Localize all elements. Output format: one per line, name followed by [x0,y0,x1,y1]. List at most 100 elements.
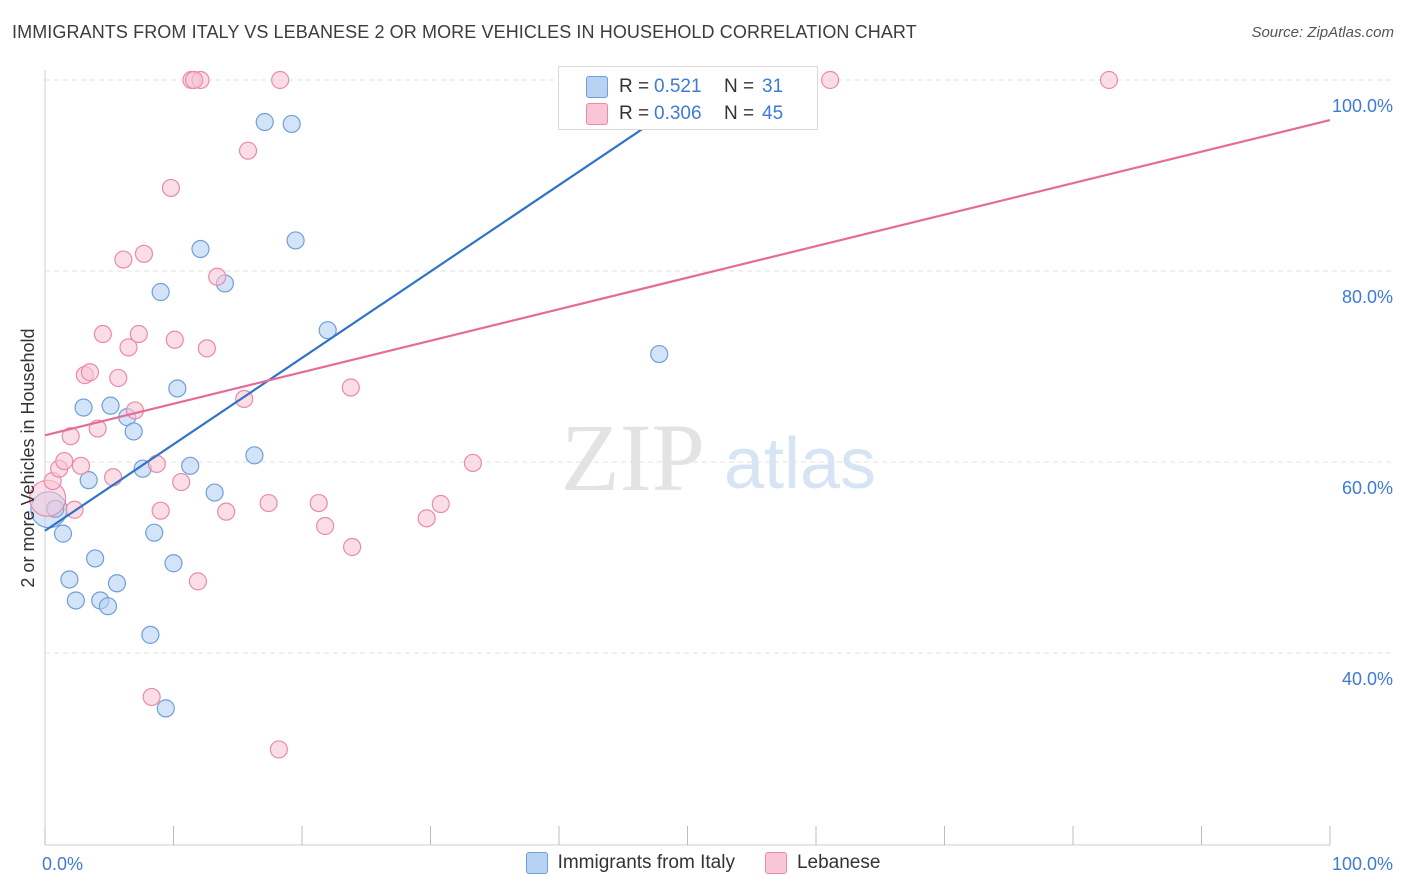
italy-point [282,114,301,134]
lebanese-point [217,502,236,521]
italy-point [286,231,305,250]
italy-point [168,379,187,398]
italy-point [98,597,118,616]
italy-point [107,574,127,593]
italy-point [60,570,79,589]
italy-point [650,344,669,364]
lebanese-point [151,501,170,520]
italy-point [86,549,105,568]
legend-swatch-italy [525,852,548,874]
legend-label-italy: Immigrants from Italy [557,852,735,873]
lebanese-point [309,493,328,513]
italy-n-label: N = [724,76,755,97]
lebanese-point [238,141,258,160]
source-label: Source: ZipAtlas.com [1251,24,1394,41]
lebanese-point [341,378,360,397]
italy-point [101,396,120,415]
lebanese-point [188,572,208,591]
legend-item-lebanese[interactable]: Lebanese [764,852,881,874]
italy-point [164,554,183,573]
lebanese-point [134,244,154,263]
x-tick-label: 0.0% [42,854,83,874]
chart-title: IMMIGRANTS FROM ITALY VS LEBANESE 2 OR M… [12,22,917,42]
lebanese-point [316,516,335,536]
lebanese-r-label: R = [619,103,650,124]
lebanese-point [114,250,133,269]
italy-point [124,422,143,441]
lebanese-swatch [586,103,608,125]
italy-point [145,523,164,542]
lebanese-point [431,494,450,514]
italy-point [66,591,85,610]
lebanese-point [55,451,74,471]
italy-point [255,112,274,132]
italy-point [181,456,200,475]
italy-n-value: 31 [762,76,784,97]
lebanese-n-value: 45 [762,103,784,124]
stats-row-lebanese: R = 0.306 N = 45 [559,101,783,127]
italy-point [53,524,73,543]
lebanese-point [172,472,191,492]
watermark: ZIP atlas [561,404,876,511]
y-tick-label: 40.0% [1342,669,1393,689]
lebanese-point [93,324,112,344]
italy-point [79,471,98,490]
italy-r-label: R = [619,76,650,97]
lebanese-trend-line [44,119,1331,437]
stats-legend: R = 0.521 N = 31 R = 0.306 N = 45 [558,66,818,130]
italy-r-value: 0.521 [654,76,702,97]
lebanese-point [61,427,80,446]
chart-legend: Immigrants from Italy Lebanese [0,852,1406,874]
y-tick-label: 80.0% [1342,287,1393,307]
watermark-zip: ZIP [561,404,705,511]
lebanese-point [343,537,362,557]
axes: 40.0% 60.0% 80.0% 100.0% 0.0% 100.0% [42,70,1393,874]
lebanese-point [125,401,145,420]
stats-row-italy: R = 0.521 N = 31 [559,74,783,100]
lebanese-point [142,687,161,707]
x-tick-label: 100.0% [1332,854,1393,874]
lebanese-point [119,338,138,357]
lebanese-point [71,456,91,475]
italy-point [318,321,337,340]
legend-item-italy[interactable]: Immigrants from Italy [525,852,735,874]
italy-point [151,282,170,302]
legend-swatch-lebanese [764,852,787,874]
lebanese-point [104,468,123,487]
lebanese-point [463,453,483,473]
lebanese-point [269,740,288,759]
lebanese-r-value: 0.306 [654,103,702,124]
legend-label-lebanese: Lebanese [796,852,881,873]
lebanese-point [259,493,278,513]
italy-point [74,398,93,417]
lebanese-point [197,339,217,358]
lebanese-point [184,70,204,90]
lebanese-point [165,330,184,349]
italy-point [156,699,175,718]
lebanese-point [821,70,840,90]
y-axis-label: 2 or more Vehicles in Household [18,328,38,587]
lebanese-point [161,178,181,198]
italy-point [205,483,224,502]
lebanese-n-label: N = [724,103,755,124]
lebanese-point [271,70,290,90]
italy-point [245,446,264,465]
lebanese-point [208,267,227,286]
lebanese-point [109,368,128,388]
grid-lines [45,79,1392,654]
watermark-atlas: atlas [724,424,876,504]
lebanese-point [417,509,436,528]
lebanese-point [129,324,148,344]
y-tick-label: 60.0% [1342,478,1393,498]
italy-trend-line [44,93,695,532]
trend-lines [44,93,1331,532]
italy-point [141,625,160,644]
lebanese-point [147,454,166,474]
y-tick-label: 100.0% [1332,96,1393,116]
italy-swatch [586,76,608,98]
lebanese-point [1099,70,1119,90]
lebanese-point [80,363,100,382]
italy-point [191,239,210,259]
data-points [28,70,1119,759]
